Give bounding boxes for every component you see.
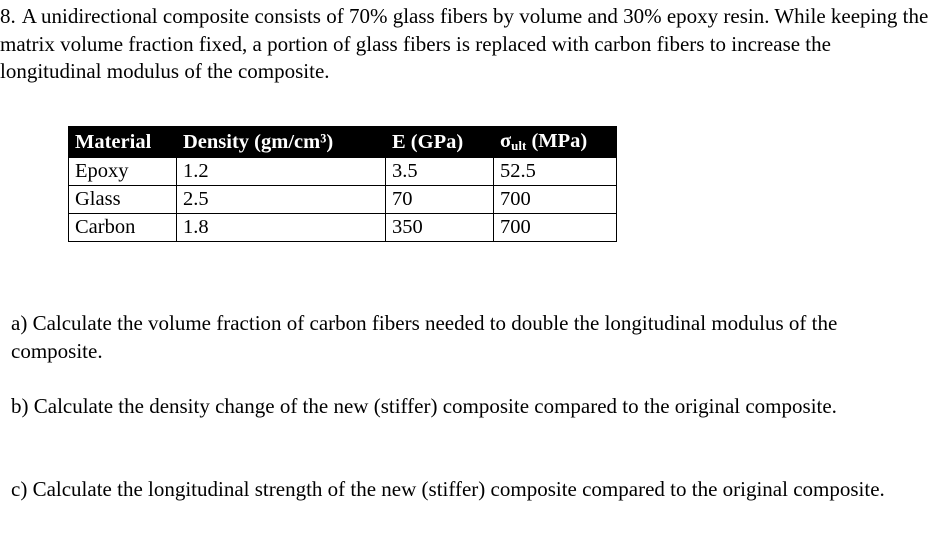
cell-density: 1.8 [176, 213, 386, 242]
header-modulus: E (GPa) [385, 126, 494, 158]
question-b: b) Calculate the density change of the n… [11, 394, 837, 418]
strength-symbol: σ [500, 130, 512, 152]
cell-modulus: 350 [385, 213, 494, 242]
cell-material: Carbon [68, 213, 177, 242]
problem-statement: 8. A unidirectional composite consists of… [0, 3, 930, 86]
cell-modulus: 70 [385, 185, 494, 214]
material-properties-table: Material Density (gm/cm³) E (GPa) σult (… [68, 126, 617, 242]
cell-material: Epoxy [68, 157, 177, 186]
problem-text: A unidirectional composite consists of 7… [0, 4, 929, 83]
cell-strength: 700 [493, 213, 617, 242]
question-a: a) Calculate the volume fraction of carb… [11, 311, 838, 363]
table-row-carbon: Carbon 1.8 350 700 [68, 213, 617, 242]
strength-subscript: ult [511, 138, 527, 153]
cell-material: Glass [68, 185, 177, 214]
cell-strength: 52.5 [493, 157, 617, 186]
cell-strength: 700 [493, 185, 617, 214]
table-header-row: Material Density (gm/cm³) E (GPa) σult (… [68, 126, 617, 158]
cell-density: 2.5 [176, 185, 386, 214]
header-density: Density (gm/cm³) [176, 126, 386, 158]
table-row-epoxy: Epoxy 1.2 3.5 52.5 [68, 157, 617, 186]
strength-unit: (MPa) [526, 130, 588, 152]
header-material: Material [68, 126, 177, 158]
problem-number: 8. [0, 4, 16, 28]
cell-density: 1.2 [176, 157, 386, 186]
cell-modulus: 3.5 [385, 157, 494, 186]
table-row-glass: Glass 2.5 70 700 [68, 185, 617, 214]
header-strength: σult (MPa) [493, 126, 617, 158]
question-c: c) Calculate the longitudinal strength o… [11, 477, 885, 501]
